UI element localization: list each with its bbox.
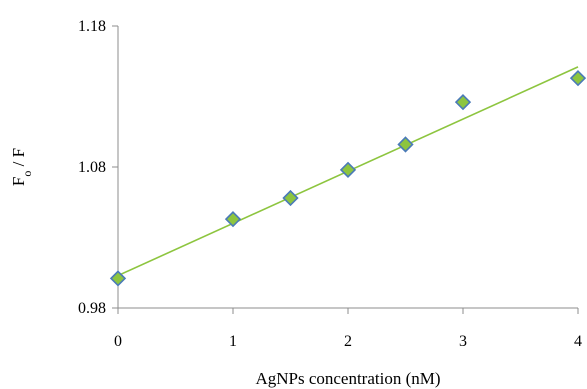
x-tick-label: 0 xyxy=(114,333,122,350)
y-tick-label: 1.08 xyxy=(78,159,106,176)
data-point xyxy=(339,161,357,178)
data-points xyxy=(109,70,587,287)
data-point xyxy=(397,136,414,153)
y-axis-title: Fo / F xyxy=(9,148,34,186)
x-axis-title: AgNPs concentration (nM) xyxy=(255,369,440,388)
x-tick-label: 4 xyxy=(574,333,582,350)
y-ticks: 0.98 1.08 1.18 xyxy=(78,18,118,317)
data-point xyxy=(569,70,587,87)
data-point xyxy=(224,211,242,228)
data-point xyxy=(454,94,472,111)
y-tick-label: 0.98 xyxy=(78,300,106,317)
x-tick-label: 1 xyxy=(229,333,237,350)
data-point xyxy=(109,270,127,287)
x-tick-label: 2 xyxy=(344,333,352,350)
y-tick-label: 1.18 xyxy=(78,18,106,35)
x-tick-label: 3 xyxy=(459,333,467,350)
x-ticks: 0 1 2 3 4 xyxy=(114,308,582,350)
data-point xyxy=(282,189,299,207)
